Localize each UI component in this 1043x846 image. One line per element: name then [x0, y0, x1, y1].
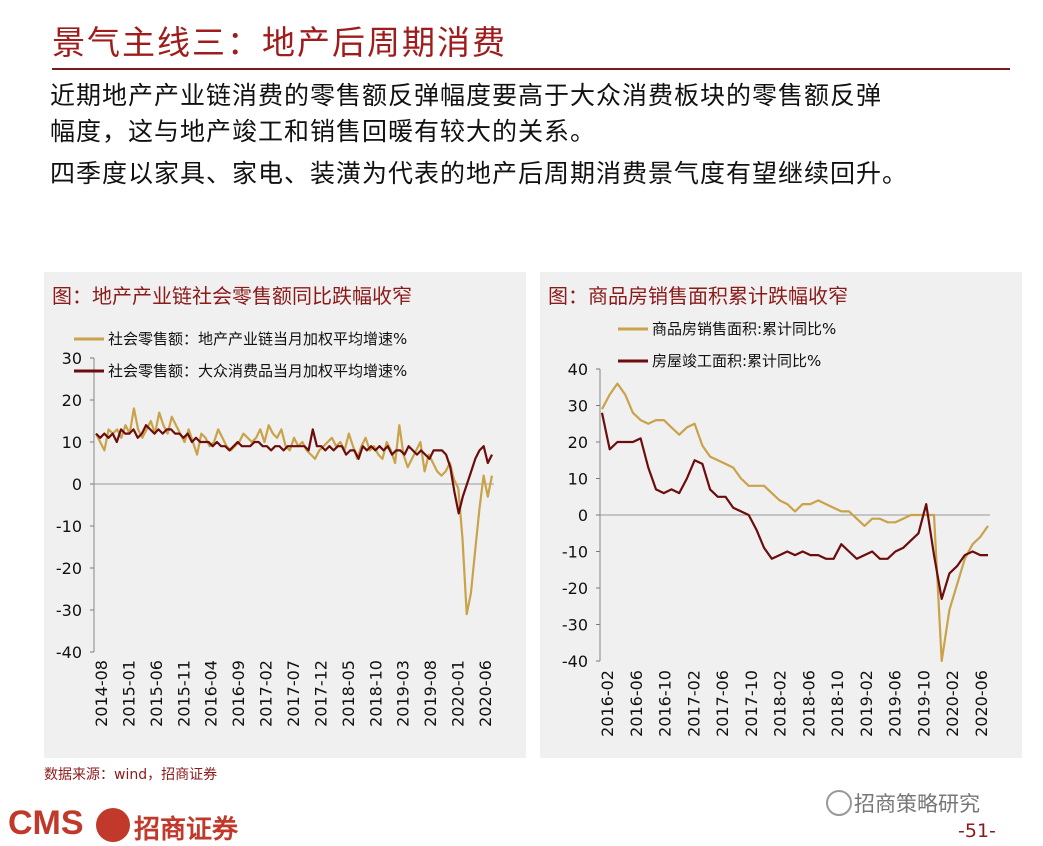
x-tick-label: 2016-02 [598, 670, 617, 737]
y-tick-label: -10 [56, 517, 82, 536]
x-tick-label: 2019-08 [421, 660, 440, 727]
x-tick-label: 2018-10 [828, 670, 847, 737]
x-tick-label: 2020-06 [476, 660, 495, 727]
y-tick-label: -10 [562, 543, 588, 562]
series-line-0 [601, 382, 989, 663]
x-tick-label: 2020-06 [972, 670, 991, 737]
x-tick-label: 2018-05 [339, 660, 358, 727]
chart-title-right: 图：商品房销售面积累计跌幅收窄 [548, 284, 848, 308]
cms-logo-text: CMS [8, 804, 84, 842]
y-tick-label: -20 [56, 559, 82, 578]
x-tick-label: 2017-07 [284, 660, 303, 727]
x-tick-label: 2019-10 [914, 670, 933, 737]
y-tick-label: -30 [56, 601, 82, 620]
x-tick-label: 2019-02 [857, 670, 876, 737]
chart-left-svg: 30 20 10 0 -10 -20 -30 -40 2014-08 2015-01 2015-06… [56, 330, 495, 727]
x-tick-label: 2014-08 [92, 660, 111, 727]
x-tick-label: 2016-09 [229, 660, 248, 727]
y-tick-label: -30 [562, 616, 588, 635]
chart-panel-left: 图：地产产业链社会零售额同比跌幅收窄 30 20 10 0 -10 -20 -30 -40 20… [44, 272, 526, 758]
x-tick-label: 2018-10 [366, 660, 385, 727]
x-tick-label: 2015-01 [119, 660, 138, 727]
y-tick-label: 10 [62, 433, 82, 452]
y-tick-label: 40 [568, 360, 588, 379]
page-number: -51- [958, 820, 996, 842]
chart-right-svg: 40 30 20 10 0 -10 -20 -30 -40 2016-02 2016-06 2016-… [562, 320, 991, 737]
x-tick-label: 2020-02 [943, 670, 962, 737]
x-tick-label: 2016-04 [202, 660, 221, 727]
y-tick-label: 30 [568, 397, 588, 416]
x-tick-label: 2017-06 [713, 670, 732, 737]
wechat-icon [826, 790, 852, 816]
x-tick-label: 2016-06 [627, 670, 646, 737]
y-tick-label: 10 [568, 470, 588, 489]
x-tick-label: 2017-12 [311, 660, 330, 727]
cms-logo-chinese: 招商证券 [134, 815, 239, 845]
x-tick-label: 2015-11 [174, 660, 193, 727]
legend-label-1: 房屋竣工面积:累计同比% [652, 352, 821, 370]
title-divider [52, 68, 1010, 70]
chart-title-left: 图：地产产业链社会零售额同比跌幅收窄 [52, 284, 412, 308]
x-tick-label: 2016-10 [656, 670, 675, 737]
x-tick-label: 2017-02 [684, 670, 703, 737]
y-tick-label: -20 [562, 579, 588, 598]
y-tick-label: 20 [62, 391, 82, 410]
paragraph-1-line-1: 近期地产产业链消费的零售额反弹幅度要高于大众消费板块的零售额反弹 [50, 81, 883, 110]
cms-logo-icon [96, 808, 130, 842]
x-tick-label: 2019-06 [886, 670, 905, 737]
series-line-1 [600, 412, 988, 600]
x-tick-label: 2019-03 [394, 660, 413, 727]
y-tick-label: 20 [568, 433, 588, 452]
y-tick-label: 0 [72, 475, 82, 494]
legend-label-0: 社会零售额：地产产业链当月加权平均增速% [108, 330, 407, 348]
y-tick-label: 0 [578, 506, 588, 525]
wechat-account: 招商策略研究 [854, 792, 980, 816]
y-tick-label: -40 [562, 652, 588, 671]
paragraph-2: 四季度以家具、家电、装潢为代表的地产后周期消费景气度有望继续回升。 [50, 159, 909, 188]
x-tick-label: 2018-06 [799, 670, 818, 737]
chart-panel-right: 图：商品房销售面积累计跌幅收窄 40 30 20 10 0 -10 -20 -30 -40 201… [540, 272, 1022, 758]
x-tick-label: 2017-10 [742, 670, 761, 737]
source-note: 数据来源：wind，招商证券 [44, 767, 218, 783]
series-line-0 [95, 407, 494, 616]
legend-label-1: 社会零售额：大众消费品当月加权平均增速% [108, 362, 407, 380]
x-tick-label: 2015-06 [147, 660, 166, 727]
series-line-1 [95, 424, 493, 515]
paragraph-1-line-2: 幅度，这与地产竣工和销售回暖有较大的关系。 [50, 117, 597, 146]
y-tick-label: -40 [56, 643, 82, 662]
legend-label-0: 商品房销售面积:累计同比% [652, 320, 836, 338]
y-tick-label: 30 [62, 349, 82, 368]
x-tick-label: 2020-01 [449, 660, 468, 727]
x-tick-label: 2018-02 [771, 670, 790, 737]
x-tick-label: 2017-02 [257, 660, 276, 727]
page-title: 景气主线三：地产后周期消费 [52, 23, 507, 62]
